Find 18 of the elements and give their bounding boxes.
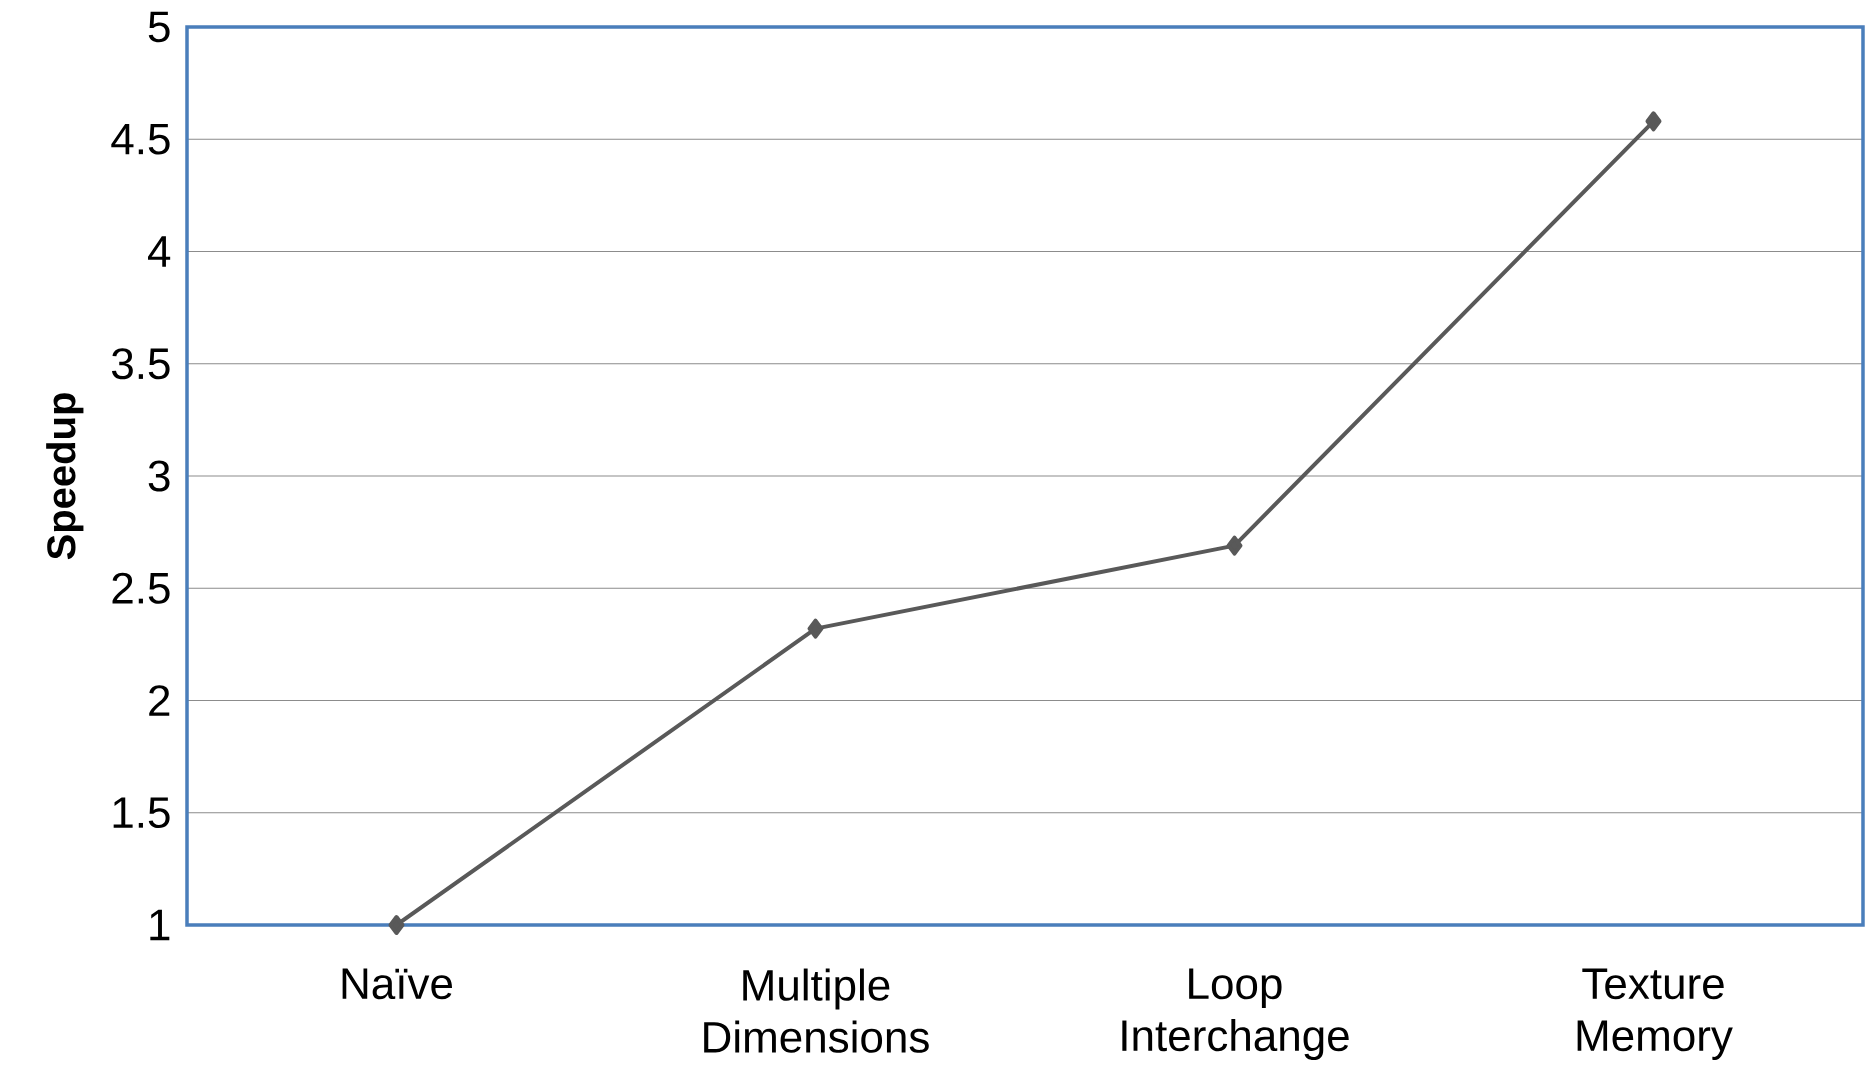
y-tick-label: 5 (148, 11, 170, 43)
y-tick-label: 3 (148, 460, 170, 492)
x-tick-label: Naïve (342, 968, 452, 1000)
y-tick-label: 4.5 (111, 123, 170, 155)
x-tick-label: Multiple Dimensions (704, 968, 929, 1053)
x-tick-label: Loop Interchange (1122, 968, 1349, 1060)
y-tick-label: 1 (150, 909, 170, 941)
y-tick-label: 2 (149, 685, 170, 716)
point (807, 618, 824, 639)
point (388, 915, 405, 935)
y-tick-label: 2.5 (112, 572, 170, 604)
y-tick-label: 1.5 (113, 797, 170, 829)
y-tick-label: 3.5 (111, 348, 170, 380)
y-axis-title: Speedup (46, 393, 84, 560)
y-tick-label: 4 (148, 236, 171, 267)
point (1226, 535, 1243, 556)
x-tick-label: Texture Memory (1577, 968, 1733, 1060)
point (1645, 111, 1662, 132)
